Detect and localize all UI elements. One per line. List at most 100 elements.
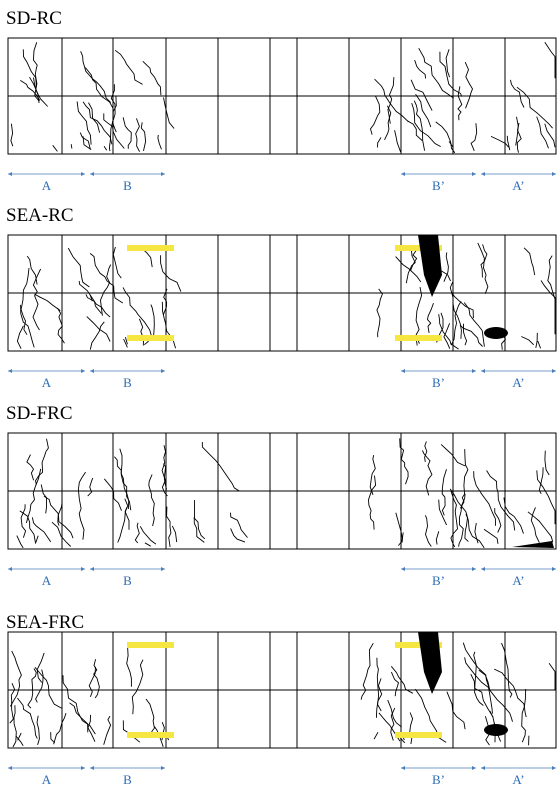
crack [37, 716, 39, 745]
figure: SD-RCABB’A’SEA-RCABB’A’SD-FRCABB’A’SEA-F… [0, 0, 558, 794]
crack [52, 522, 71, 546]
crack [541, 281, 555, 335]
crack [475, 523, 478, 543]
crack [478, 243, 488, 294]
crack [528, 512, 553, 542]
spalling [484, 327, 508, 339]
crack [388, 77, 394, 124]
crack [146, 699, 154, 735]
crack [70, 703, 88, 733]
spalling [484, 724, 508, 736]
crack [465, 62, 472, 108]
load-patch [127, 335, 174, 341]
crack [464, 324, 467, 346]
crack [21, 504, 26, 537]
crack [545, 451, 549, 475]
crack [391, 708, 395, 740]
crack [517, 87, 553, 128]
crack [504, 498, 524, 534]
panel-title: SD-RC [6, 8, 62, 29]
crack [442, 469, 446, 515]
crack [538, 341, 541, 348]
crack [33, 269, 41, 330]
crack [391, 672, 398, 696]
crack [167, 507, 171, 547]
crack [123, 117, 131, 148]
crack [161, 255, 181, 291]
crack [89, 667, 95, 697]
crack [536, 333, 538, 348]
crack [27, 455, 34, 481]
load-patch [395, 732, 442, 738]
crack [447, 692, 465, 730]
crack [149, 475, 155, 527]
crack [549, 663, 555, 690]
crack [172, 526, 176, 542]
crack [32, 517, 50, 542]
crack [377, 289, 383, 337]
region-label: B’ [432, 178, 445, 193]
crack [406, 246, 415, 283]
crack [123, 287, 153, 339]
crack [115, 50, 142, 84]
crack [54, 713, 66, 744]
spalling [418, 235, 442, 297]
crack [539, 467, 543, 494]
crack [158, 135, 162, 149]
crack [491, 136, 509, 147]
crack [35, 294, 61, 311]
crack [21, 268, 29, 335]
load-patch [395, 335, 442, 341]
crack [53, 145, 58, 151]
crack [87, 317, 110, 342]
crack [90, 295, 110, 318]
crack [11, 124, 13, 147]
crack [36, 670, 44, 703]
crack [522, 689, 526, 742]
panel-title: SEA-RC [6, 205, 74, 226]
crack [484, 529, 498, 544]
crack [494, 669, 526, 717]
crack [71, 144, 72, 148]
region-label: A’ [512, 573, 524, 588]
crack [425, 515, 431, 546]
region-label: A [42, 573, 52, 588]
crack [458, 86, 462, 120]
spalling [512, 541, 554, 548]
crack [10, 651, 21, 706]
crack [145, 543, 151, 546]
crack [511, 80, 525, 108]
crack [231, 528, 245, 542]
crack [162, 302, 175, 348]
crack [545, 42, 555, 78]
crack [90, 253, 123, 303]
crack [127, 647, 132, 687]
crack [450, 282, 461, 339]
crack [410, 713, 413, 745]
crack [94, 659, 100, 698]
crack [58, 308, 65, 343]
crack [125, 507, 129, 530]
panel: SD-FRCABB’A’ [6, 403, 556, 588]
crack [104, 716, 111, 745]
region-label: A’ [512, 772, 524, 787]
crack [21, 305, 35, 348]
crack [86, 294, 102, 313]
region-label: A [42, 178, 52, 193]
crack [80, 133, 90, 150]
crack [104, 146, 107, 150]
crack [502, 643, 512, 697]
crack [422, 450, 432, 495]
crack [143, 61, 161, 95]
crack [479, 670, 513, 722]
load-patch [127, 732, 174, 738]
crack [35, 536, 38, 544]
crack [374, 732, 378, 739]
crack [194, 500, 204, 539]
crack [13, 705, 16, 747]
crack [521, 337, 533, 345]
crack [44, 496, 73, 538]
crack [81, 51, 111, 102]
panel-title: SEA-FRC [6, 612, 84, 633]
